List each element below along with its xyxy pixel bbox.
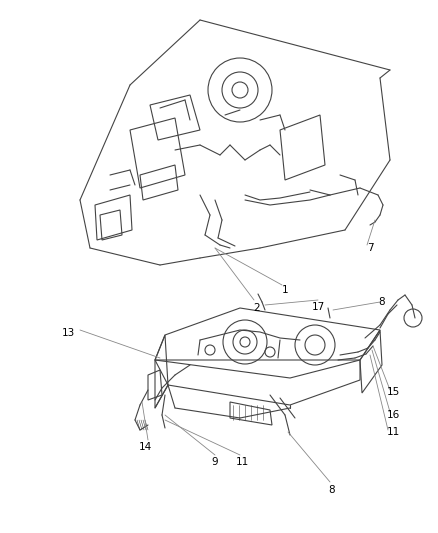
Text: 11: 11 (235, 457, 248, 467)
Text: 16: 16 (385, 410, 399, 420)
Text: 9: 9 (211, 457, 218, 467)
Text: 8: 8 (378, 297, 385, 307)
Text: 1: 1 (281, 285, 288, 295)
Text: 11: 11 (385, 427, 399, 437)
Text: 8: 8 (328, 485, 335, 495)
Text: 2: 2 (253, 303, 260, 313)
Text: 7: 7 (366, 243, 372, 253)
Text: 14: 14 (138, 442, 151, 452)
Text: 13: 13 (61, 328, 74, 338)
Text: 15: 15 (385, 387, 399, 397)
Text: 17: 17 (311, 302, 324, 312)
